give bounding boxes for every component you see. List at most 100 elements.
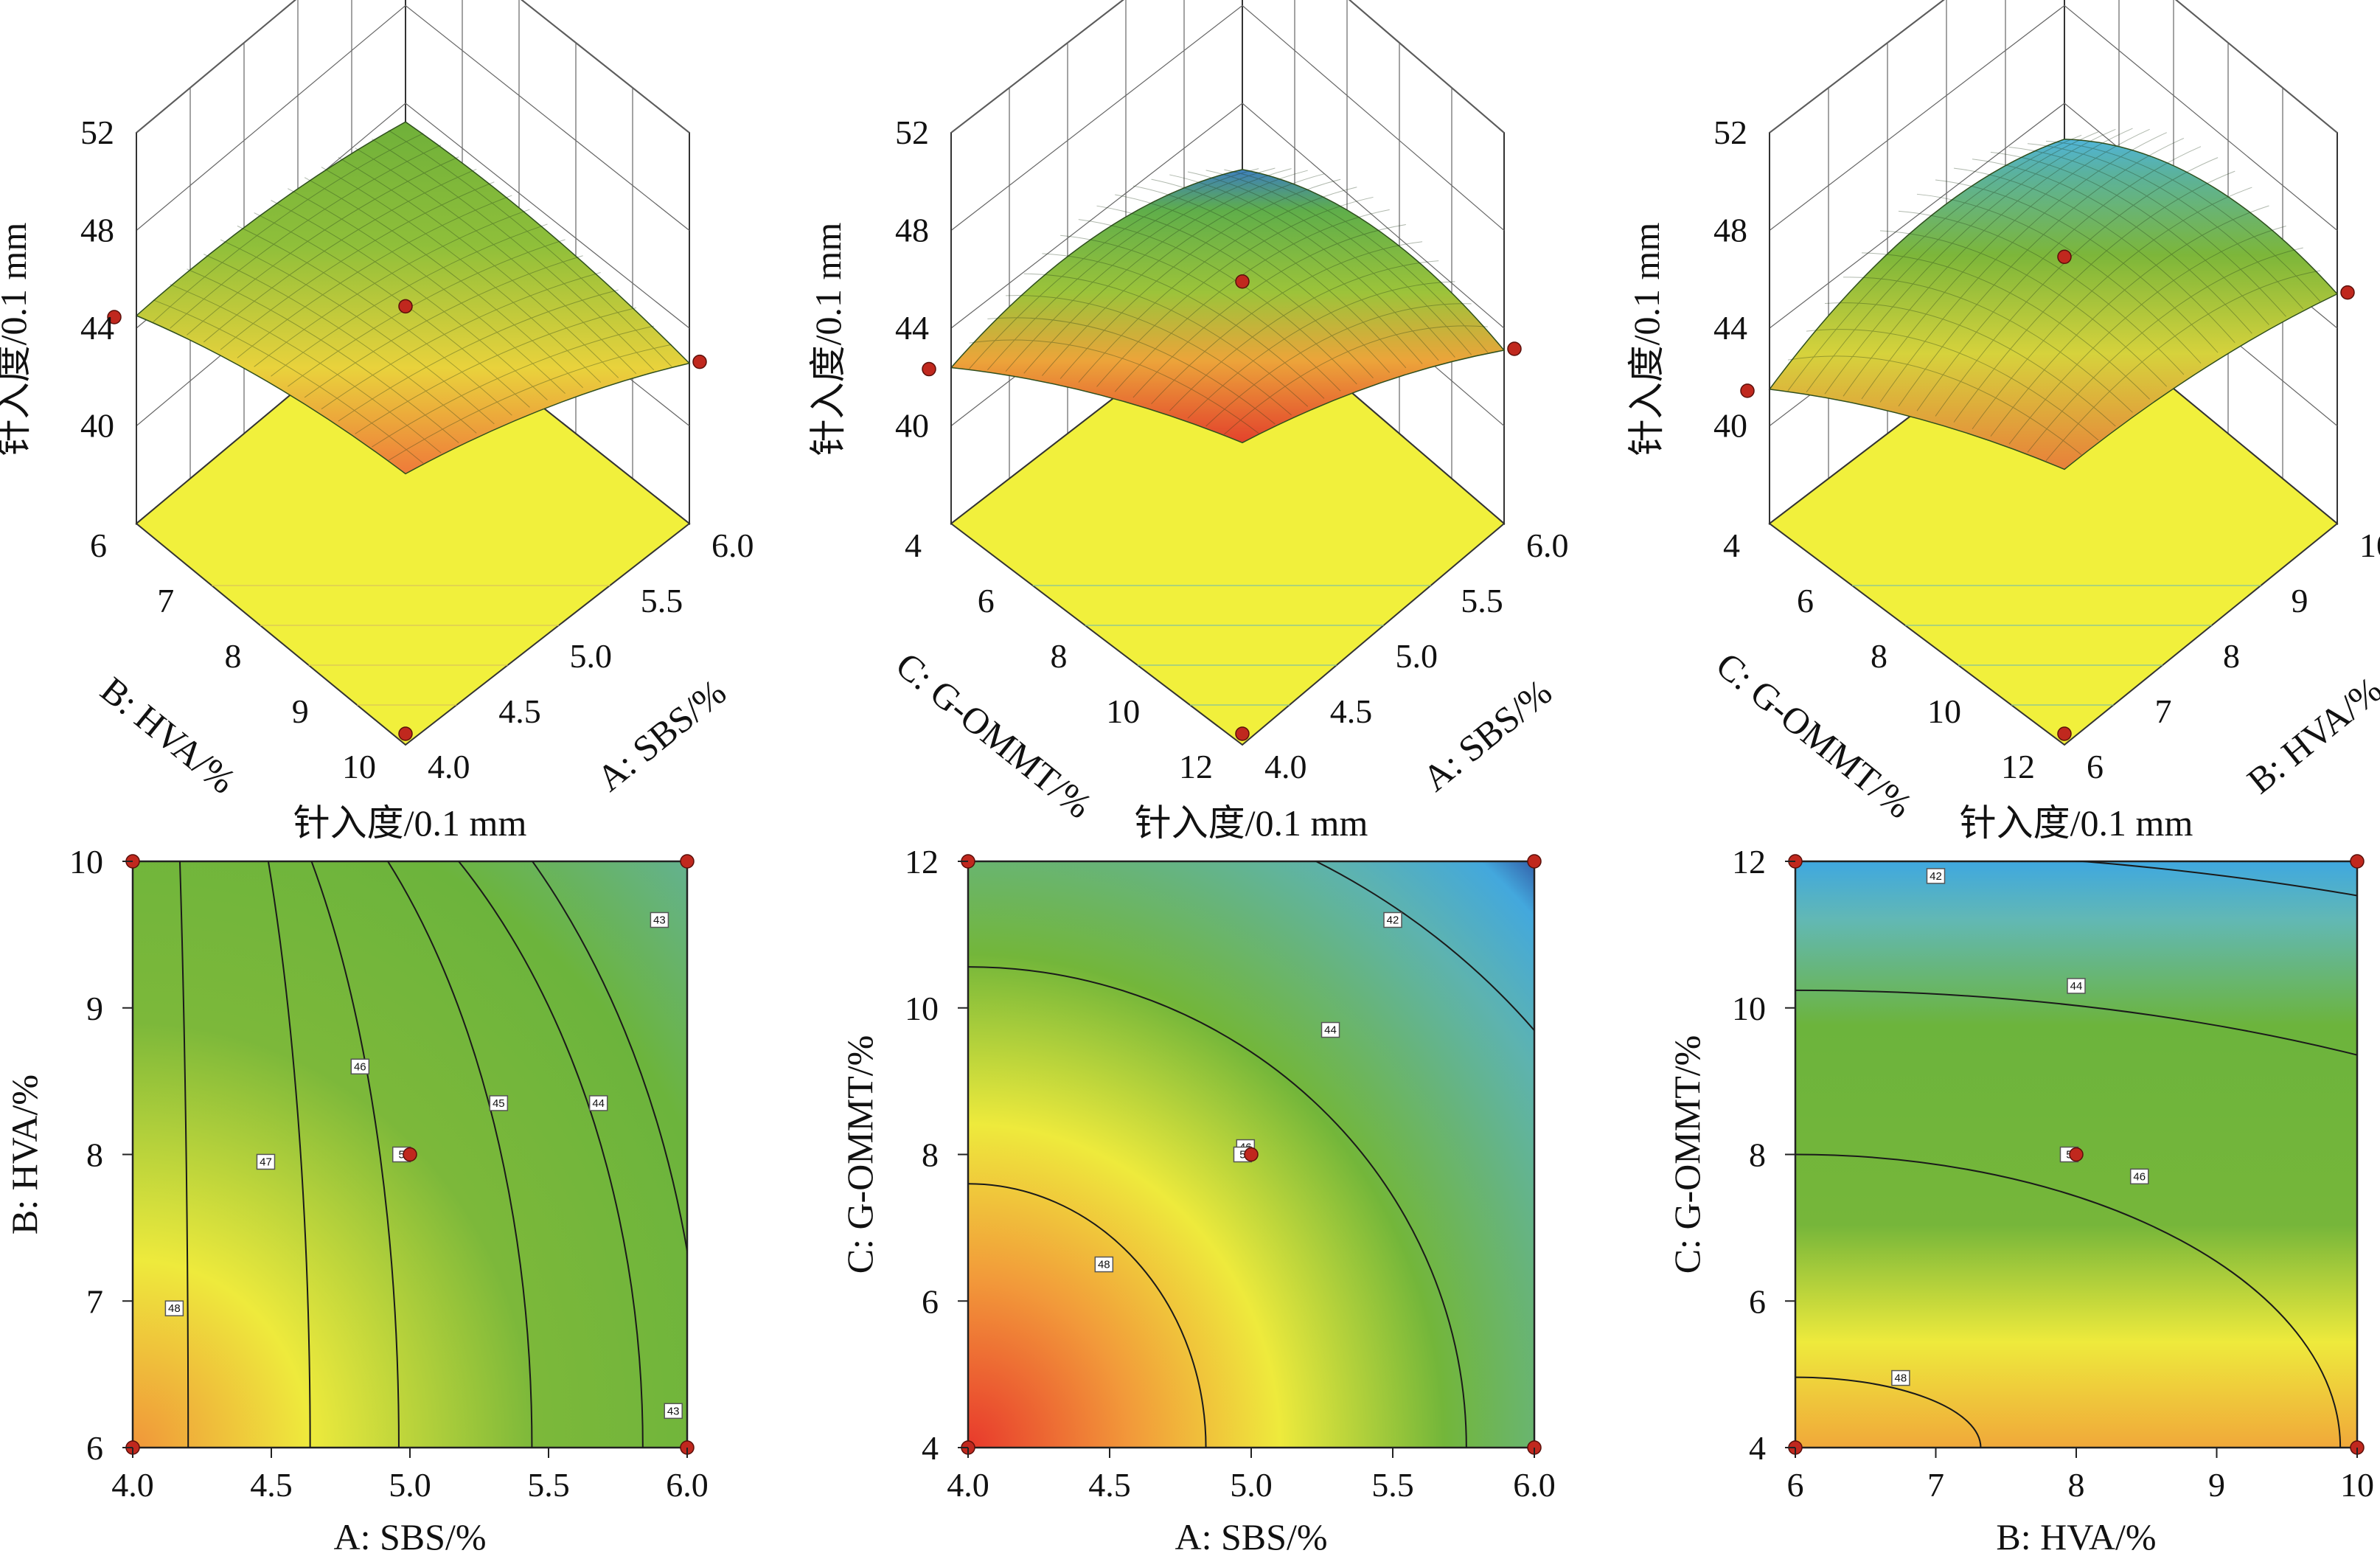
x-tick-label: 5.5 — [641, 582, 683, 619]
mesh-line — [1078, 219, 1357, 385]
y-tick-label: 10 — [1106, 692, 1140, 730]
y-tick-label: 8 — [1749, 1136, 1766, 1174]
y-tick-label: 12 — [905, 843, 939, 881]
y-axis-title: C: G-OMMT/% — [1666, 1035, 1708, 1274]
z-tick-label: 40 — [1713, 407, 1747, 445]
design-point-marker — [1235, 274, 1250, 289]
contour-label-box — [256, 1153, 276, 1170]
contour-label-box — [350, 1058, 370, 1074]
y-axis-title: C: G-OMMT/% — [888, 644, 1100, 826]
contour-label: 48 — [1094, 1256, 1114, 1273]
mesh-line — [1916, 146, 2202, 411]
mesh-line — [2045, 270, 2320, 462]
design-point-marker — [1507, 341, 1522, 356]
mesh-line — [1205, 170, 1472, 355]
x-tick-label: 8 — [2068, 1466, 2085, 1504]
y-tick-label: 10 — [905, 990, 939, 1027]
mesh-line — [1972, 159, 2252, 334]
mesh-line — [1023, 170, 1308, 374]
design-point-marker — [1235, 726, 1250, 741]
y-tick-label: 8 — [86, 1136, 103, 1174]
y-tick-label: 6 — [978, 582, 995, 619]
design-point-marker — [2057, 249, 2072, 264]
mesh-line — [220, 239, 495, 425]
x-tick-label: 4.5 — [498, 692, 541, 730]
contour-lines — [968, 861, 1534, 1448]
contour-title: 针入度/0.1 mm — [293, 802, 527, 844]
y-tick-label: 6 — [1749, 1282, 1766, 1320]
x-tick-label: 6.0 — [1526, 527, 1569, 564]
x-tick-label: 4.5 — [1330, 692, 1373, 730]
contour-label-box — [664, 1403, 683, 1420]
contour-line — [1795, 989, 2357, 1056]
contour-title: 针入度/0.1 mm — [1960, 802, 2193, 844]
contour-label-box — [1321, 1021, 1340, 1038]
z-tick-label: 48 — [895, 212, 929, 249]
y-tick-label: 4 — [1723, 527, 1740, 564]
mesh-line — [1187, 281, 1455, 419]
x-axis-title: A: SBS/% — [333, 1516, 486, 1556]
y-tick-label: 9 — [86, 990, 103, 1027]
x-tick-label: 7 — [2155, 692, 2172, 730]
contour-lines — [178, 861, 687, 1448]
x-axis-title: A: SBS/% — [1175, 1516, 1327, 1556]
z-axis-title: 针入度/0.1 mm — [807, 223, 849, 456]
contour-label: 45 — [489, 1095, 509, 1111]
contour-label-text: 44 — [592, 1097, 605, 1110]
y-tick-label: 10 — [1732, 990, 1766, 1027]
x-tick-label: 5.5 — [1461, 582, 1503, 619]
y-tick-label: 12 — [1732, 843, 1766, 881]
mesh-line — [1059, 178, 1341, 379]
mesh-line — [1953, 170, 2235, 423]
mesh-line — [1023, 273, 1309, 407]
x-tick-label: 10 — [2340, 1466, 2374, 1504]
mesh-line — [355, 147, 637, 375]
mesh-line — [1879, 132, 2167, 403]
contour-label: 43 — [650, 911, 669, 928]
mesh-line — [1787, 355, 2082, 456]
x-tick-label: 4.0 — [428, 748, 470, 785]
design-point-marker — [1740, 383, 1755, 398]
y-axis-title: B: HVA/% — [93, 669, 243, 802]
contour-plot-3: 针入度/0.1 mm4846444256789104681012B: HVA/%… — [1666, 802, 2374, 1556]
design-point-marker — [922, 361, 936, 377]
mesh-line — [1916, 193, 2202, 364]
mesh-line — [220, 181, 495, 350]
mesh-line — [1898, 137, 2185, 407]
design-point-marker — [2340, 285, 2355, 300]
y-tick-label: 6 — [1797, 582, 1814, 619]
z-tick-label: 40 — [895, 407, 929, 445]
surface-plot-2: 40 44 48 52 针入度/0.1 mm 4 6 8 10 12 4.0 4.5 5.0 5.5 6.0… — [807, 0, 1569, 826]
x-tick-label: 10 — [2359, 527, 2380, 564]
mesh-line — [987, 167, 1276, 370]
z-tick-label: 52 — [1713, 114, 1747, 151]
design-point-marker — [680, 854, 695, 869]
mesh-line — [1898, 210, 2185, 375]
z-tick-label: 48 — [1713, 212, 1747, 249]
contour-label: 43 — [664, 1403, 683, 1420]
mesh-line — [304, 177, 583, 389]
contour-line — [1314, 861, 1534, 1032]
contour-line — [267, 861, 311, 1448]
contour-label: 44 — [588, 1095, 608, 1111]
mesh-line — [969, 339, 1259, 434]
contour-label-text: 48 — [1895, 1372, 1907, 1385]
contour-label-box — [1926, 868, 1946, 884]
contour-label-text: 5 — [399, 1149, 405, 1161]
mesh-line — [388, 130, 672, 367]
y-tick-label: 8 — [1871, 637, 1887, 675]
contour-line — [386, 861, 533, 1448]
mesh-line — [388, 344, 672, 461]
mesh-line — [187, 268, 459, 443]
design-point-marker — [1527, 854, 1542, 869]
contour-line — [310, 861, 400, 1448]
contour-label-box — [588, 1095, 608, 1111]
contour-line — [531, 861, 687, 1256]
mesh-line — [237, 195, 512, 358]
z-tick-label: 44 — [1713, 309, 1747, 347]
mesh-line — [304, 255, 583, 398]
z-tick-label: 40 — [80, 407, 114, 445]
surface-mesh — [153, 130, 672, 464]
contour-label: 48 — [1891, 1369, 1910, 1386]
